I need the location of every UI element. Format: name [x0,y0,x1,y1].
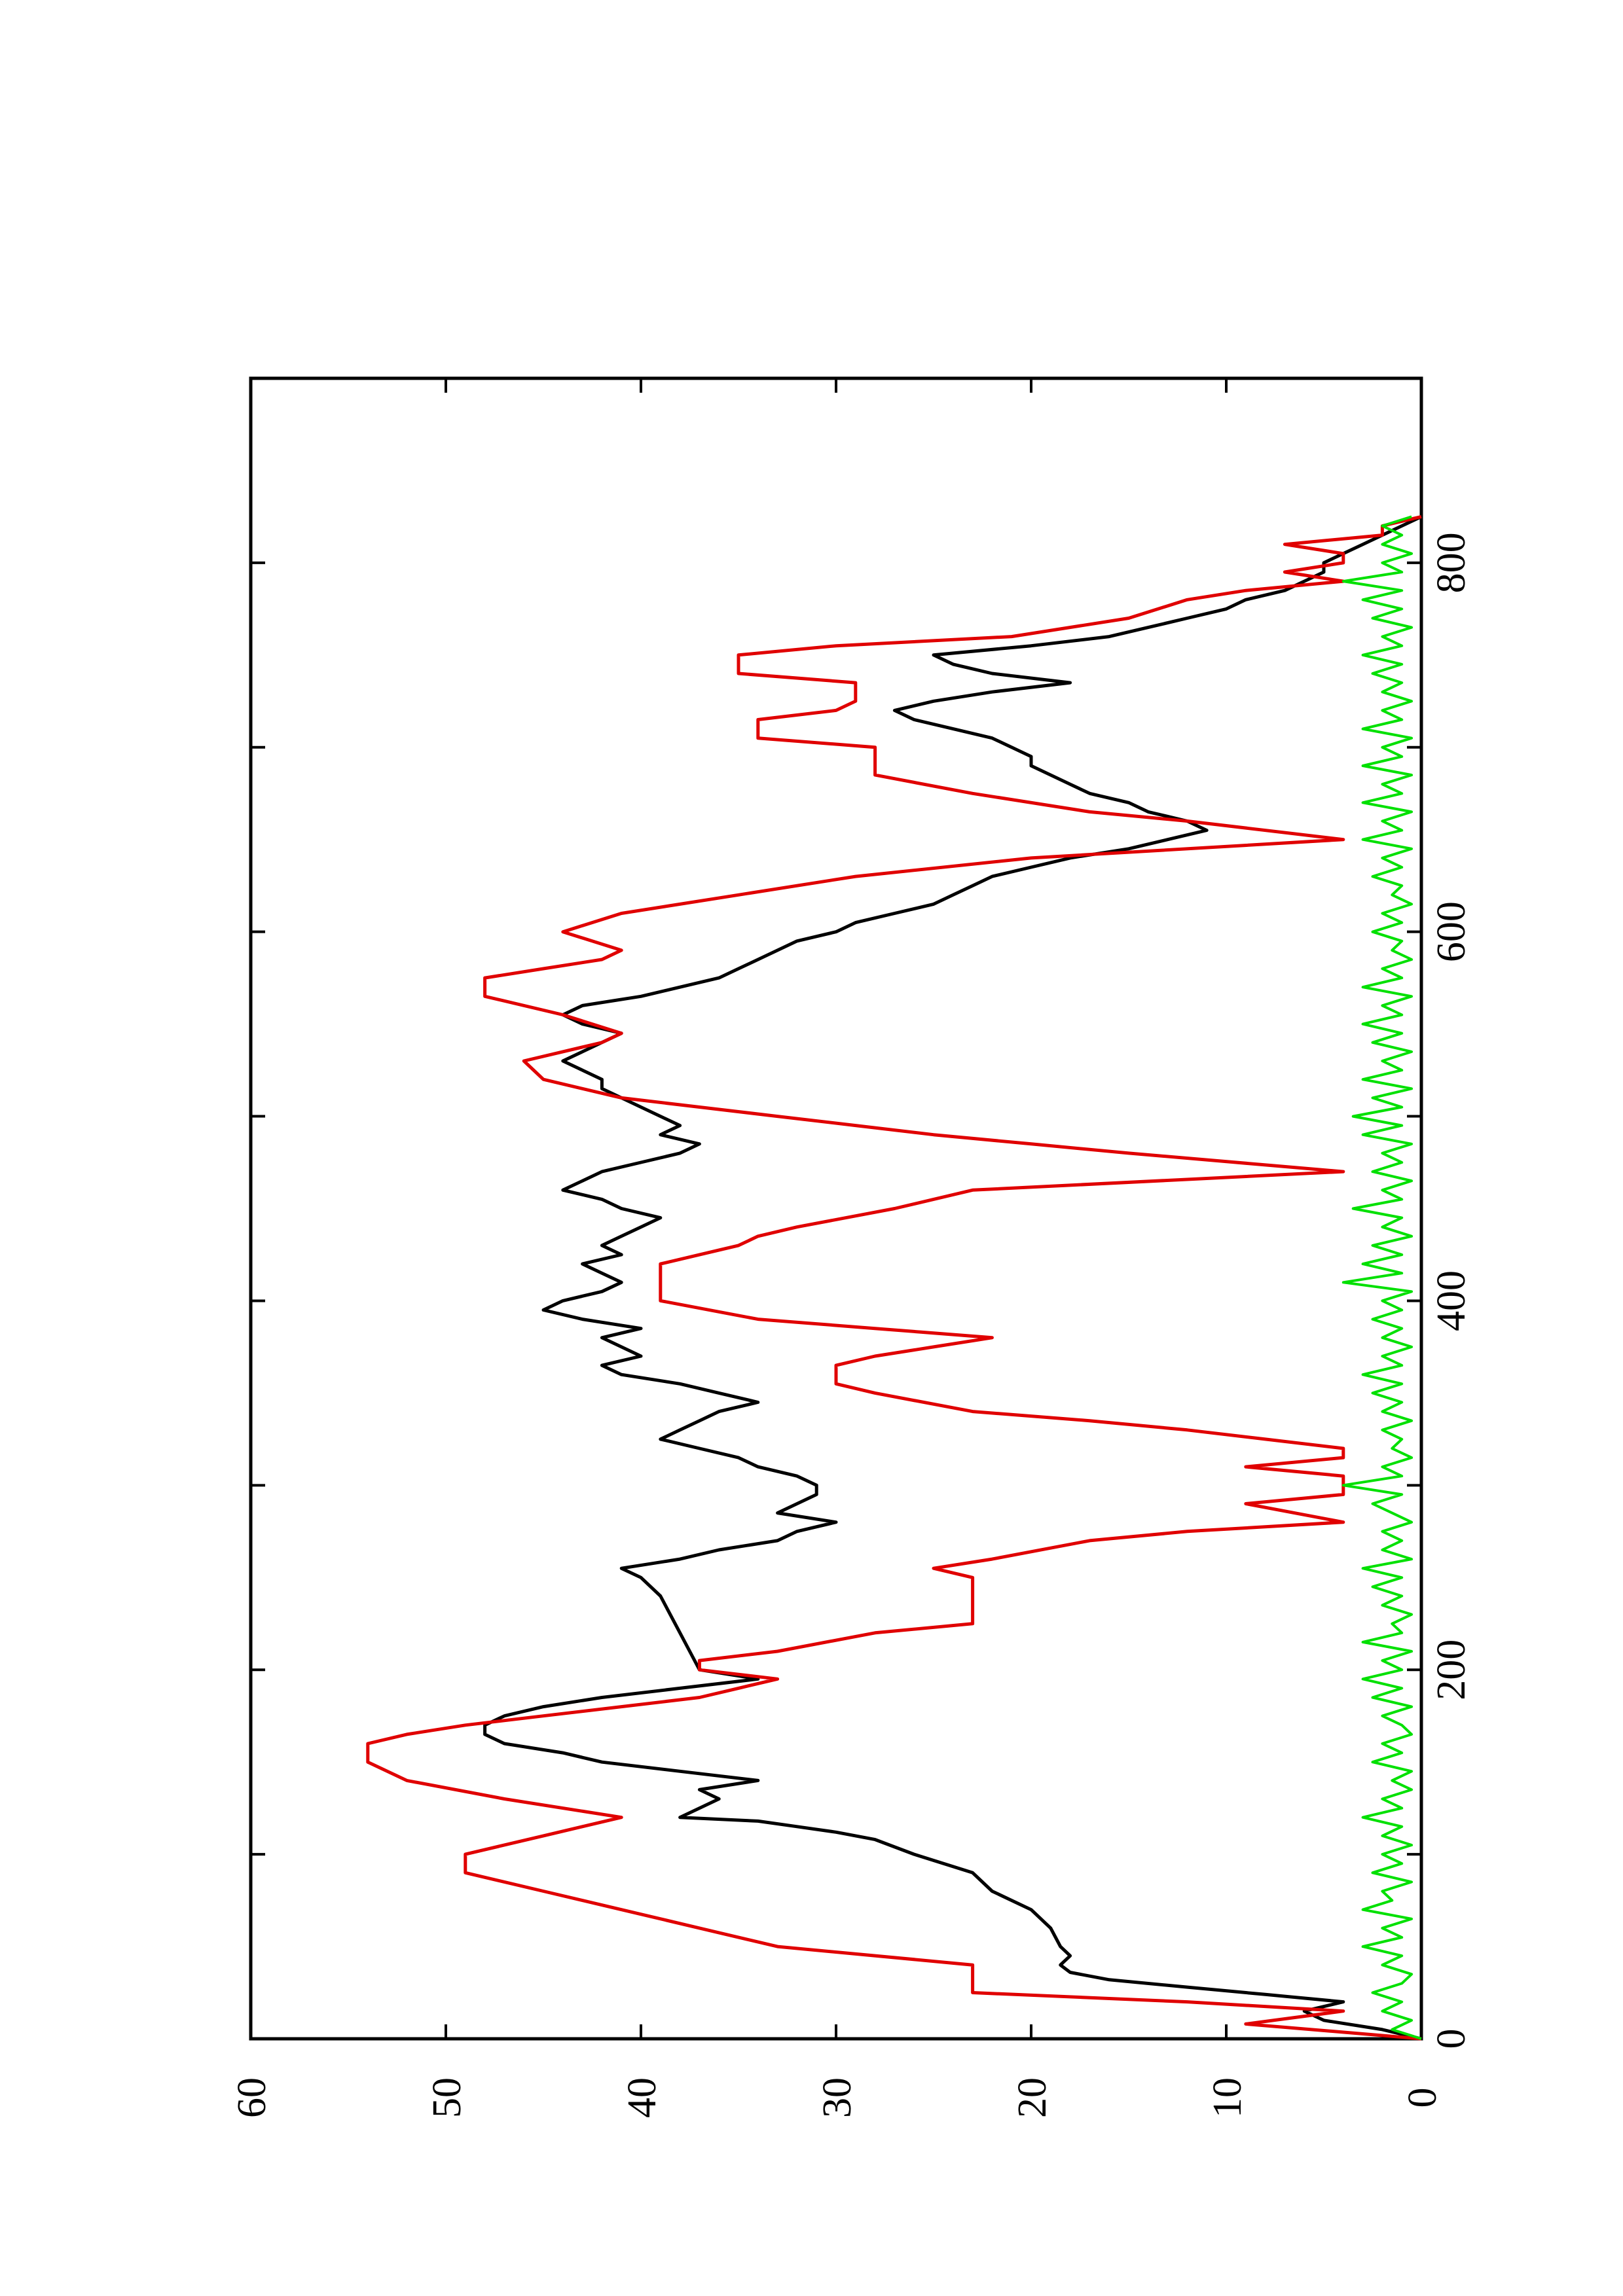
y-tick-label: 0 [1400,2088,1445,2108]
axis-ticks [249,378,1423,2040]
series-lines [366,514,1423,2041]
series-line-3 [1341,515,1422,2040]
y-tick-label: 40 [620,2077,665,2118]
x-tick-label: 0 [1429,2029,1474,2049]
y-tick-label: 10 [1205,2077,1250,2118]
y-tick-label: 60 [230,2077,274,2118]
x-tick-label: 800 [1429,532,1474,593]
series-line-1 [483,515,1423,2041]
y-tick-label: 50 [425,2077,469,2118]
plot-frame [249,376,1423,2041]
x-tick-label: 400 [1429,1270,1474,1331]
y-tick-label: 20 [1010,2077,1055,2118]
y-tick-label: 30 [815,2077,860,2118]
series-line-2 [366,514,1422,2041]
axis-tick-labels: 0 200 400 600 800 0 10 20 30 40 50 60 [230,532,1474,2118]
x-tick-label: 200 [1429,1640,1474,1700]
x-tick-label: 600 [1429,901,1474,962]
